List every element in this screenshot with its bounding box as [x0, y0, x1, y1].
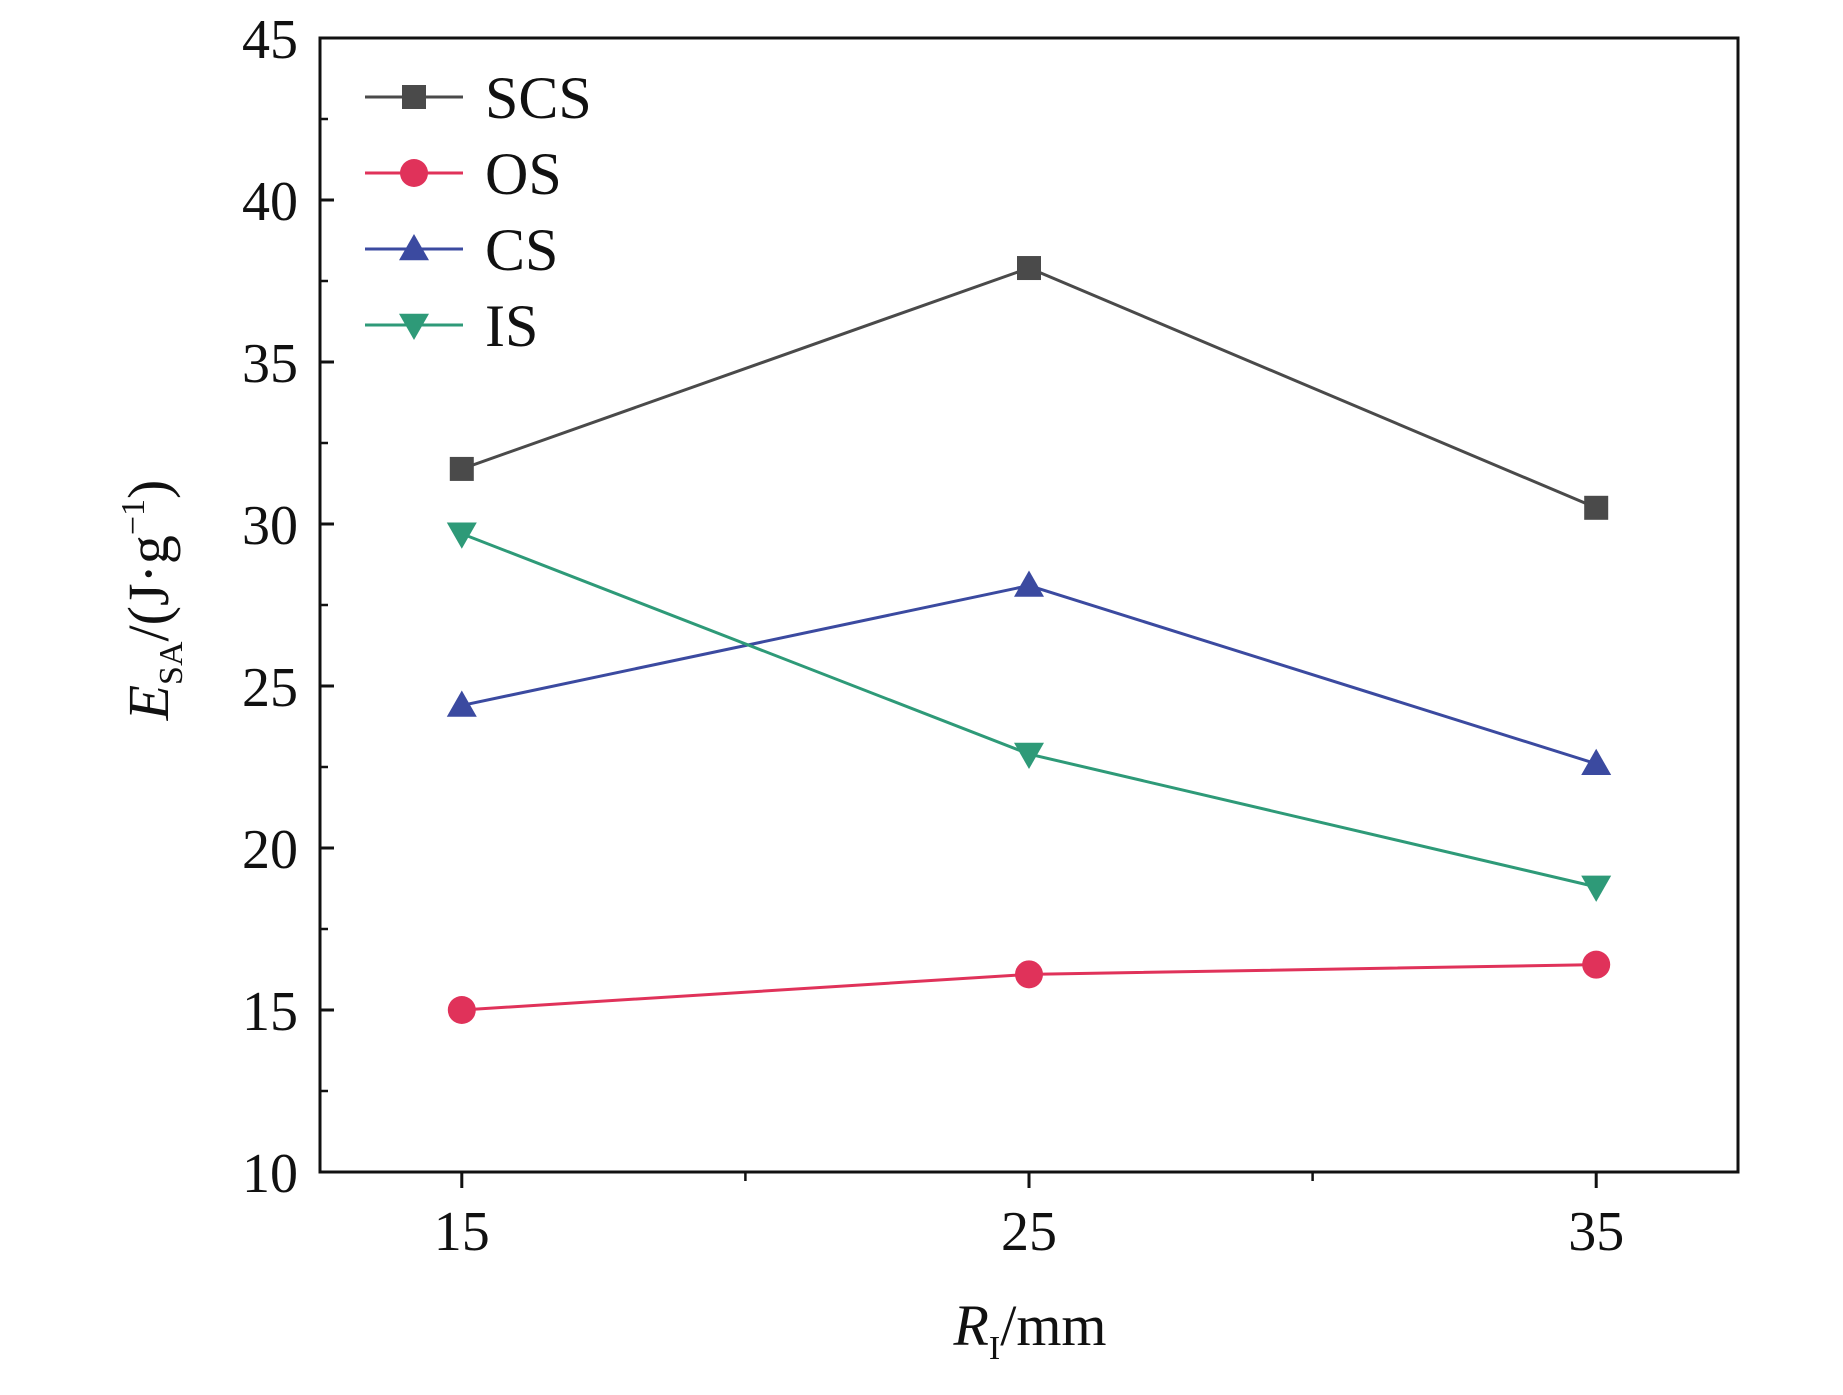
data-point-cs — [446, 690, 477, 717]
legend-marker-is — [399, 313, 429, 340]
y-tick-label: 20 — [242, 819, 298, 881]
x-tick-label: 15 — [434, 1201, 490, 1263]
data-point-os — [1015, 960, 1043, 989]
y-tick-label: 40 — [242, 171, 298, 233]
data-point-is — [446, 522, 477, 549]
legend-label-os: OS — [485, 141, 562, 207]
axes: 10 15 20 25 30 35 40 45 15 25 35 — [242, 9, 1740, 1263]
y-tick-label: 35 — [242, 333, 298, 395]
y-tick-label: 45 — [242, 9, 298, 71]
data-point-scs — [1017, 256, 1041, 281]
data-point-os — [1582, 950, 1611, 979]
data-point-is — [1014, 742, 1044, 770]
legend-item-cs: CS — [365, 217, 558, 283]
series-os — [447, 950, 1611, 1024]
legend-marker-os — [400, 159, 428, 187]
legend-item-is: IS — [365, 293, 538, 359]
x-axis-title: RI/mm — [952, 1293, 1106, 1367]
legend-marker-cs — [399, 234, 429, 261]
legend-item-os: OS — [365, 141, 562, 207]
y-tick-label: 10 — [242, 1143, 298, 1205]
data-point-scs — [1584, 495, 1609, 520]
series-line-scs — [461, 266, 1597, 510]
data-point-cs — [1014, 570, 1044, 597]
legend: SCS OS CS IS — [365, 65, 592, 359]
y-tick-label: 30 — [242, 495, 298, 557]
series-scs — [449, 256, 1609, 520]
data-point-is — [1581, 875, 1612, 902]
x-tick-label: 35 — [1568, 1201, 1624, 1263]
y-tick-label: 15 — [242, 981, 298, 1043]
series-line-cs — [461, 584, 1597, 766]
series-layer — [446, 256, 1612, 1024]
data-point-os — [447, 996, 476, 1024]
series-is — [446, 522, 1612, 902]
series-cs — [446, 570, 1612, 776]
legend-label-is: IS — [485, 293, 538, 359]
legend-label-scs: SCS — [485, 65, 592, 131]
plot-frame — [318, 36, 1740, 1174]
legend-marker-scs — [402, 85, 426, 109]
x-tick-label: 25 — [1001, 1201, 1057, 1263]
data-point-cs — [1581, 748, 1612, 776]
legend-item-scs: SCS — [365, 65, 592, 131]
data-point-scs — [449, 456, 474, 481]
legend-label-cs: CS — [485, 217, 558, 283]
y-tick-label: 25 — [242, 657, 298, 719]
y-axis-title: ESA/(J·g−1) — [115, 480, 190, 722]
